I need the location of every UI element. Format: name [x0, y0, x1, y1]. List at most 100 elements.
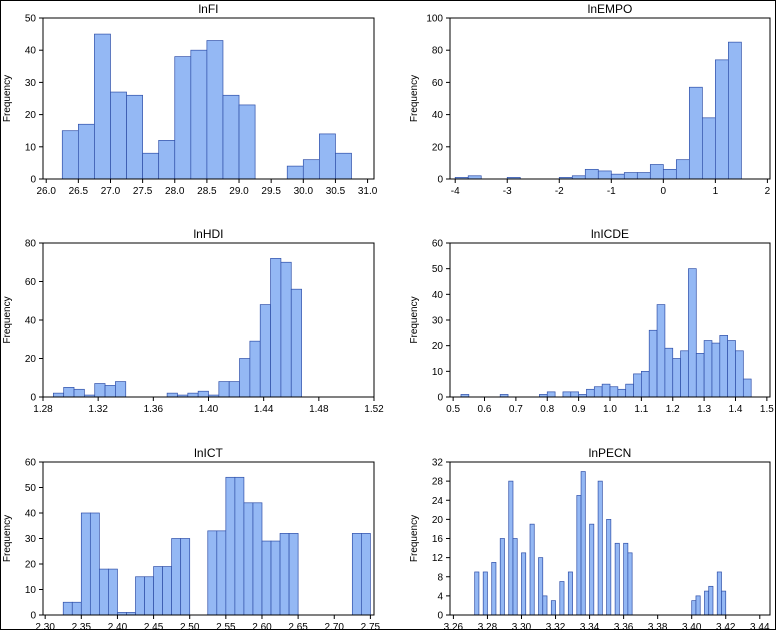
lnict-bar: [288, 533, 299, 616]
lnicde-bar: [735, 350, 744, 398]
lnpecn-bar: [542, 595, 548, 616]
lnfi-bar: [190, 49, 208, 180]
lnpecn-bar: [482, 571, 488, 616]
lnhdi-bar: [280, 261, 292, 398]
lnpecn-x-tick-label: 3.44: [750, 622, 770, 632]
lnict-bar: [80, 512, 91, 616]
lnpecn-bar: [716, 571, 722, 616]
lnict-bar: [99, 568, 109, 616]
lnfi-y-tick-label: 30: [25, 78, 37, 89]
lnempo-x-tick-label: 0: [661, 186, 667, 197]
histogram-lnicde: 0 10 20 30 40 50 60 0.5 0.6 0.7 0.8 0.9 1.0 1.1 1.2 1.3…: [409, 227, 774, 415]
histogram-lnict: 0 10 20 30 40 50 60 2.30 2.35 2.40 2.45 2.50 2.55 2.6…: [2, 446, 381, 632]
lnempo-y-tick-label: 80: [432, 46, 444, 57]
lnict-y-tick-label: 40: [25, 509, 37, 520]
lnfi-y-axis-label: Frequency: [2, 75, 13, 122]
lnpecn-x-tick-label: 3.26: [444, 622, 464, 632]
lnfi-bar: [319, 133, 336, 180]
lnicde-bar: [719, 335, 728, 398]
lnempo-x-tick-label: -1: [607, 186, 616, 197]
lnfi-bar: [206, 40, 224, 180]
lnempo-bar: [688, 86, 703, 180]
histogram-lnfi: 0 10 20 30 40 50 26.0 26.5 27.0 27.5 28.0 28.5 29.0 2…: [2, 2, 378, 197]
lnicde-bar: [695, 353, 705, 398]
lnicde-bar: [664, 347, 674, 398]
lnicde-y-tick-label: 60: [432, 239, 444, 250]
lnpecn-x-tick-label: 3.36: [614, 622, 634, 632]
lnict-y-tick-label: 20: [25, 560, 37, 571]
lnicde-x-tick-label: 0.9: [572, 404, 586, 415]
lnict-x-tick-label: 2.60: [252, 622, 272, 632]
lnpecn-bar: [559, 581, 565, 616]
lnict-bar: [279, 533, 290, 616]
lnict-x-tick-label: 2.65: [288, 622, 308, 632]
lnfi-x-tick-label: 30.0: [294, 186, 314, 197]
lnicde-x-tick-label: 1.4: [729, 404, 743, 415]
lnpecn-title: lnPECN: [589, 446, 632, 460]
lnempo-bar: [636, 172, 651, 180]
lnpecn-bar: [538, 557, 544, 616]
lnfi-x-tick-label: 26.5: [69, 186, 89, 197]
lnempo-x-tick-label: -4: [451, 186, 460, 197]
lnpecn-bar: [606, 519, 612, 616]
lnpecn-bar: [695, 595, 701, 616]
lnict-bar: [351, 533, 362, 616]
lnpecn-bar: [529, 523, 535, 616]
lnpecn-y-tick-label: 20: [432, 515, 444, 526]
lnpecn-y-axis-label: Frequency: [409, 515, 420, 562]
lnicde-y-tick-label: 20: [432, 341, 444, 352]
lnhdi-x-tick-label: 1.48: [309, 404, 329, 415]
lnpecn-bar: [691, 600, 697, 616]
lnicde-bar: [656, 304, 666, 398]
lnempo-bar: [610, 173, 625, 180]
lnhdi-y-axis-label: Frequency: [2, 296, 13, 343]
lnfi-y-tick-label: 20: [25, 110, 37, 121]
lnicde-bar: [546, 391, 556, 398]
lnhdi-bar: [187, 392, 199, 398]
lnempo-x-tick-label: 2: [765, 186, 771, 197]
lnict-x-tick-label: 2.70: [325, 622, 345, 632]
lnempo-bar: [728, 41, 742, 180]
lnicde-bar: [680, 350, 689, 398]
lnict-title: lnICT: [194, 446, 223, 460]
lnfi-x-tick-label: 26.0: [36, 186, 56, 197]
lnicde-x-tick-label: 0.5: [446, 404, 460, 415]
lnict-x-tick-label: 2.35: [72, 622, 92, 632]
lnpecn-bar: [614, 542, 620, 616]
lnhdi-bar: [63, 387, 75, 398]
lnict-bar: [361, 533, 371, 616]
lnicde-y-tick-label: 10: [432, 367, 444, 378]
lnict-bar: [180, 538, 191, 616]
lnempo-y-tick-label: 60: [432, 78, 444, 89]
lnpecn-y-tick-label: 4: [437, 591, 443, 602]
lnpecn-x-tick-label: 3.38: [648, 622, 668, 632]
lnempo-y-axis-label: Frequency: [409, 75, 420, 122]
lnhdi-x-tick-label: 1.52: [364, 404, 384, 415]
lnempo-bar: [675, 159, 690, 180]
lnhdi-bar: [249, 340, 261, 398]
lnhdi-x-tick-label: 1.32: [88, 404, 108, 415]
histogram-lnpecn: 0 4 8 12 16 20 24 28 32 3.26 3.28 3.30 3.32 3.34 3.36 3…: [409, 446, 771, 632]
lnict-x-tick-label: 2.50: [180, 622, 200, 632]
lnicde-y-tick-label: 0: [437, 393, 443, 404]
lnicde-y-axis-label: Frequency: [409, 296, 420, 343]
lnicde-bar: [742, 378, 752, 398]
lnpecn-x-tick-label: 3.34: [580, 622, 600, 632]
lnicde-bar: [625, 383, 634, 398]
lnict-bar: [144, 576, 154, 616]
lnict-bar: [153, 566, 163, 616]
lnpecn-y-tick-label: 16: [432, 534, 444, 545]
lnpecn-x-tick-label: 3.32: [546, 622, 566, 632]
lnict-bar: [216, 530, 227, 616]
lnicde-x-tick-label: 1.3: [697, 404, 711, 415]
histogram-lnempo: 0 20 40 60 80 100 -4 -3 -2 -1 0 1 2 lnEMPO Frequency: [409, 2, 771, 197]
lnict-x-tick-label: 2.45: [144, 622, 164, 632]
lnpecn-x-tick-label: 3.40: [682, 622, 702, 632]
lnempo-title: lnEMPO: [588, 2, 633, 16]
lnempo-x-tick-label: -3: [503, 186, 512, 197]
lnicde-bar: [648, 329, 658, 398]
lnhdi-y-tick-label: 60: [25, 277, 37, 288]
lnict-bar: [89, 512, 100, 616]
lnempo-bar: [715, 59, 729, 180]
